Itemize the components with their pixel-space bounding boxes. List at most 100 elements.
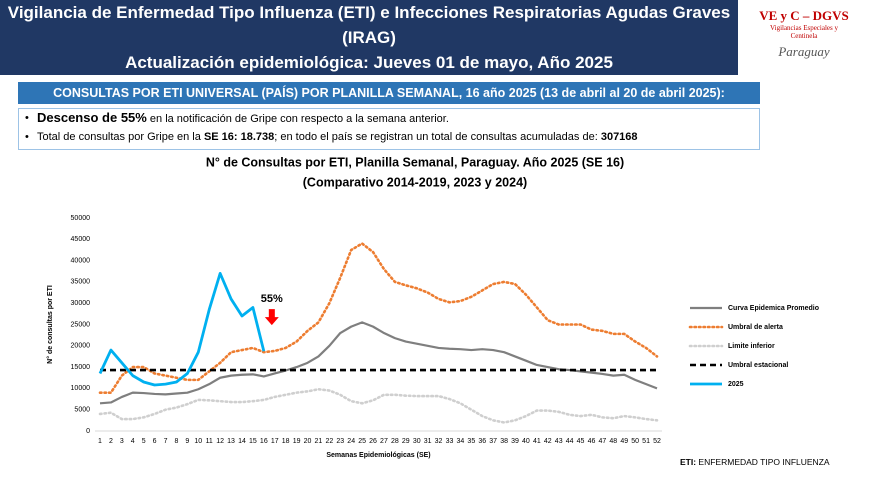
x-tick-label: 23 (336, 438, 344, 445)
series-line (98, 271, 266, 387)
y-tick-label: 15000 (71, 364, 91, 371)
x-tick-label: 13 (227, 438, 235, 445)
x-tick-label: 24 (347, 438, 355, 445)
legend-label: Umbral de alerta (728, 324, 783, 331)
x-tick-label: 33 (446, 438, 454, 445)
footnote: ETI: ENFERMEDAD TIPO INFLUENZA (680, 457, 830, 467)
text-run: SE 16: 18.738 (203, 131, 275, 143)
text-run: en la notificación de Gripe con respecto… (146, 113, 449, 125)
bullet: Total de consultas por Gripe en la SE 16… (19, 128, 759, 146)
x-tick-label: 28 (391, 438, 399, 445)
x-tick-label: 3 (120, 438, 124, 445)
x-tick-label: 47 (598, 438, 606, 445)
x-tick-label: 41 (533, 438, 541, 445)
series-line (98, 242, 659, 394)
bullet: Descenso de 55% en la notificación de Gr… (19, 109, 759, 128)
x-tick-label: 10 (194, 438, 202, 445)
x-tick-label: 48 (609, 438, 617, 445)
x-tick-label: 15 (249, 438, 257, 445)
x-tick-label: 29 (402, 438, 410, 445)
x-tick-label: 7 (164, 438, 168, 445)
x-tick-label: 38 (500, 438, 508, 445)
text-run: Total de consultas por Gripe en la (37, 131, 204, 143)
y-tick-label: 30000 (71, 300, 91, 307)
x-tick-label: 31 (424, 438, 432, 445)
y-tick-label: 5000 (74, 407, 90, 414)
legend-label: Umbral estacional (728, 362, 788, 369)
logo-text: Centinela (790, 32, 818, 40)
x-tick-label: 14 (238, 438, 246, 445)
annotation: 55% (261, 293, 283, 305)
x-tick-label: 36 (478, 438, 486, 445)
x-tick-label: 6 (153, 438, 157, 445)
text-run: Descenso de 55% (37, 110, 147, 125)
legend-label: Limite inferior (728, 343, 775, 350)
header: Vigilancia de Enfermedad Tipo Influenza … (0, 0, 738, 75)
x-tick-label: 21 (315, 438, 323, 445)
x-tick-label: 25 (358, 438, 366, 445)
x-tick-label: 26 (369, 438, 377, 445)
text-run: ETI: (680, 457, 697, 467)
x-tick-label: 42 (544, 438, 552, 445)
chart: N° de Consultas por ETI, Planilla Semana… (46, 155, 819, 459)
x-tick-label: 44 (566, 438, 574, 445)
x-tick-label: 17 (271, 438, 279, 445)
x-tick-label: 20 (304, 438, 312, 445)
y-tick-label: 20000 (71, 343, 91, 350)
x-tick-label: 37 (489, 438, 497, 445)
x-tick-label: 34 (457, 438, 465, 445)
x-axis-label: Semanas Epidemiológicas (SE) (326, 452, 430, 459)
chart-title: N° de Consultas por ETI, Planilla Semana… (206, 155, 624, 169)
x-tick-label: 32 (435, 438, 443, 445)
x-tick-label: 8 (174, 438, 178, 445)
x-tick-label: 35 (467, 438, 475, 445)
y-tick-label: 25000 (71, 321, 91, 328)
x-tick-label: 9 (185, 438, 189, 445)
title-line: Actualización epidemiológica: Jueves 01 … (125, 53, 613, 72)
y-tick-label: 40000 (71, 257, 91, 264)
banner: CONSULTAS POR ETI UNIVERSAL (PAÍS) POR P… (18, 82, 760, 104)
y-tick-label: 50000 (71, 215, 91, 222)
logo-text: Vigilancias Especiales y (769, 24, 838, 32)
series-line (99, 321, 658, 405)
x-tick-label: 45 (577, 438, 585, 445)
text-run: ENFERMEDAD TIPO INFLUENZA (696, 457, 830, 467)
text-run: ; en todo el país se registran un total … (274, 131, 601, 143)
x-tick-label: 49 (620, 438, 628, 445)
x-tick-label: 52 (653, 438, 661, 445)
y-tick-label: 45000 (71, 236, 91, 243)
text-run: 307168 (600, 131, 638, 143)
title-line: Vigilancia de Enfermedad Tipo Influenza … (7, 3, 731, 47)
y-axis-label: N° de consultas por ETI (46, 285, 54, 364)
legend-label: Curva Epidemica Promedio (728, 305, 819, 312)
x-tick-label: 12 (216, 438, 224, 445)
x-tick-label: 18 (282, 438, 290, 445)
bullet-box: Descenso de 55% en la notificación de Gr… (18, 108, 760, 150)
x-tick-label: 51 (642, 438, 650, 445)
x-tick-label: 11 (206, 438, 213, 445)
x-tick-label: 1 (98, 438, 102, 445)
y-tick-label: 10000 (71, 385, 91, 392)
x-tick-label: 19 (293, 438, 301, 445)
x-tick-label: 16 (260, 438, 268, 445)
x-tick-label: 30 (413, 438, 421, 445)
x-tick-label: 46 (588, 438, 596, 445)
x-tick-label: 39 (511, 438, 519, 445)
arrow (264, 309, 279, 326)
x-tick-label: 50 (631, 438, 639, 445)
logo-text: Paraguay (778, 44, 830, 59)
logo-text: VE y C – DGVS (759, 8, 849, 23)
x-tick-label: 22 (325, 438, 333, 445)
logo: VE y C – DGVS Vigilancias Especiales y C… (742, 4, 866, 70)
y-tick-label: 35000 (71, 279, 91, 286)
chart-title: (Comparativo 2014-2019, 2023 y 2024) (303, 175, 527, 189)
x-tick-label: 27 (380, 438, 388, 445)
x-tick-label: 2 (109, 438, 113, 445)
x-tick-label: 43 (555, 438, 563, 445)
x-tick-label: 5 (142, 438, 146, 445)
series-line (98, 387, 659, 424)
y-tick-label: 0 (86, 428, 90, 435)
x-tick-label: 40 (522, 438, 530, 445)
x-tick-label: 4 (131, 438, 135, 445)
